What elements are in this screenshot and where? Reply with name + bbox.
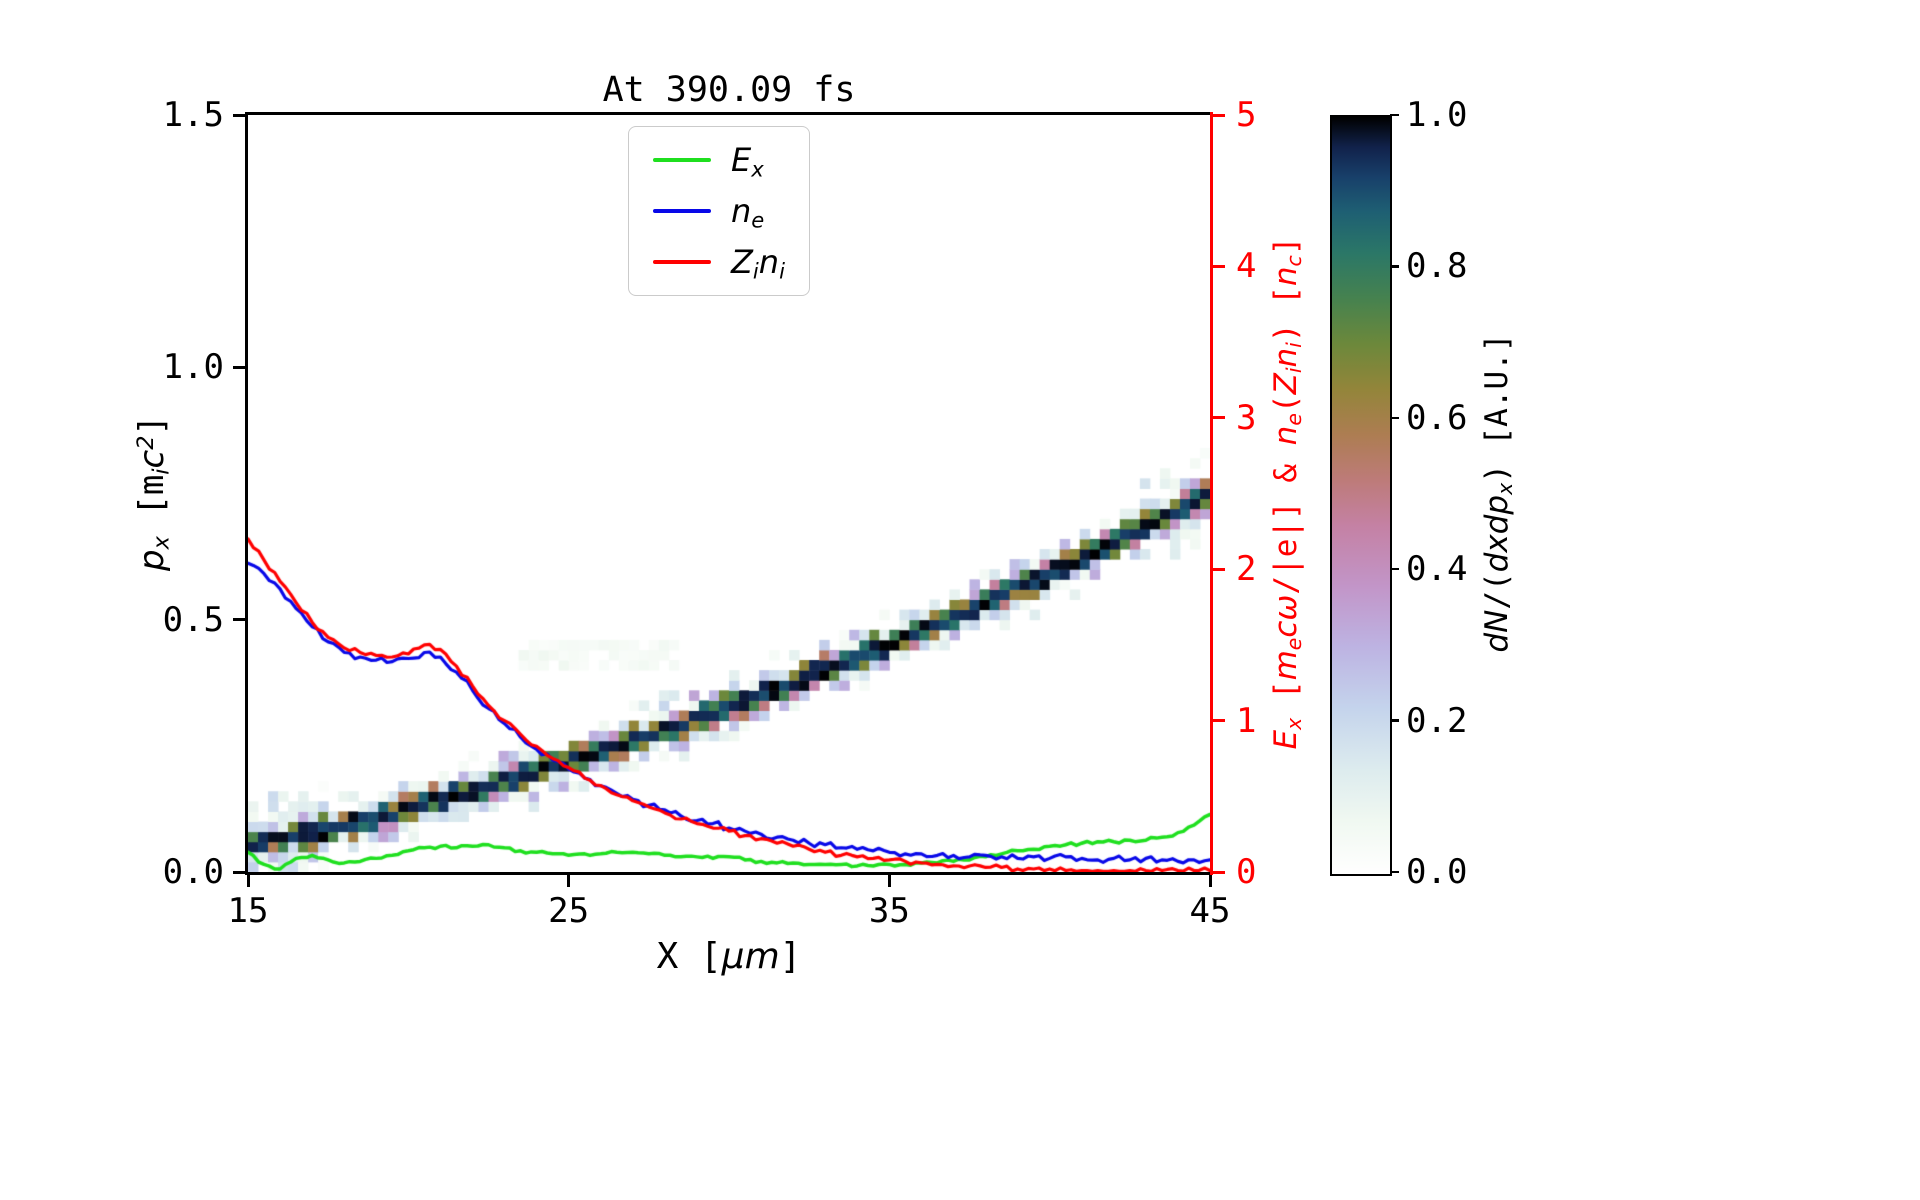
legend: Ex ne Zini — [628, 126, 810, 297]
y-right-tick-label: 3 — [1236, 397, 1257, 438]
left-axis-label: px [mic2] — [132, 415, 175, 571]
colorbar-tick-label: 0.8 — [1406, 246, 1468, 287]
plot-spine-left — [245, 112, 248, 875]
legend-item: ne — [653, 191, 785, 233]
colorbar-tick-label: 0.6 — [1406, 397, 1468, 438]
x-tick — [1208, 875, 1212, 887]
y-left-tick — [233, 618, 245, 622]
y-left-tick — [233, 113, 245, 117]
y-left-tick — [233, 870, 245, 874]
colorbar-tick — [1390, 719, 1399, 722]
legend-label: Zini — [731, 242, 785, 283]
legend-label: Ex — [731, 141, 764, 182]
x-tick-label: 15 — [227, 891, 269, 931]
colorbar-tick — [1390, 265, 1399, 268]
y-right-tick — [1213, 113, 1225, 117]
Ex-legend-line — [653, 158, 711, 163]
y-right-tick-label: 2 — [1236, 549, 1257, 590]
y-right-tick — [1213, 870, 1225, 874]
colorbar-tick — [1390, 416, 1399, 420]
y-right-tick-label: 4 — [1236, 246, 1257, 287]
y-right-tick-label: 1 — [1236, 700, 1257, 741]
colorbar-tick-label: 0.2 — [1406, 700, 1468, 741]
plot-spine-top — [245, 112, 1213, 115]
x-tick — [887, 875, 891, 887]
y-left-tick — [233, 365, 245, 369]
colorbar-label: dN/(dxdpx) [A.U.] — [1479, 333, 1518, 653]
legend-item: Ex — [653, 142, 785, 179]
x-tick-label: 35 — [868, 891, 910, 931]
x-axis-label: X [μm] — [656, 936, 802, 977]
y-left-tick-label: 1.5 — [162, 95, 224, 135]
colorbar-tick-label: 0.0 — [1406, 852, 1468, 892]
colorbar-tick-label: 1.0 — [1406, 95, 1468, 135]
x-tick — [567, 875, 571, 887]
colorbar-tick-label: 0.4 — [1406, 549, 1468, 590]
colorbar-tick — [1390, 567, 1399, 571]
colorbar — [1330, 115, 1392, 876]
x-tick — [246, 875, 250, 887]
y-right-tick — [1213, 719, 1225, 723]
legend-label: ne — [731, 191, 765, 233]
legend-item: Zini — [653, 242, 785, 283]
y-left-tick-label: 0.0 — [162, 852, 224, 892]
y-right-tick-label: 5 — [1236, 95, 1257, 135]
y-left-tick-label: 0.5 — [162, 599, 224, 640]
y-right-tick-label: 0 — [1236, 852, 1257, 892]
colorbar-tick — [1390, 113, 1399, 117]
y-left-tick-label: 1.0 — [162, 347, 224, 388]
y-right-tick — [1213, 416, 1225, 420]
colorbar-tick — [1390, 870, 1399, 874]
x-tick-label: 45 — [1189, 891, 1231, 931]
Zini-legend-line — [653, 259, 711, 264]
chart-title: At 390.09 fs — [602, 70, 856, 110]
plot-spine-bottom — [245, 872, 1213, 875]
y-right-tick — [1213, 264, 1225, 268]
right-axis-label: Ex [mecω/|e|] & ne(Zini) [nc] — [1268, 236, 1307, 750]
y-right-tick — [1213, 567, 1225, 571]
plot-spine-right — [1210, 112, 1213, 875]
ne-legend-line — [653, 209, 711, 214]
x-tick-label: 25 — [548, 891, 590, 931]
